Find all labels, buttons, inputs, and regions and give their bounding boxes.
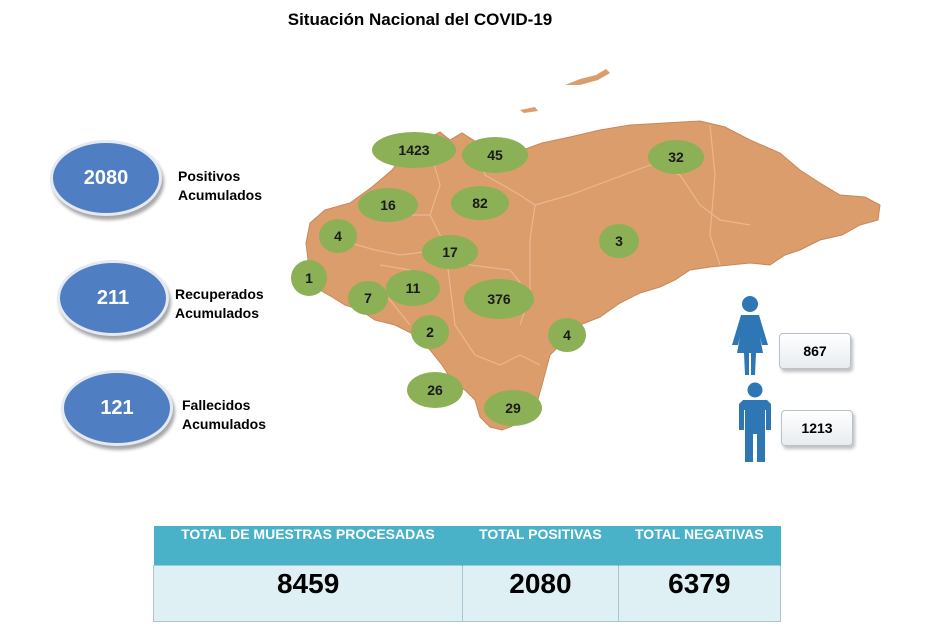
male-icon [739,382,771,462]
totals-table: TOTAL DE MUESTRAS PROCESADAS TOTAL POSIT… [152,526,782,622]
marker-4a [319,219,357,253]
positivos-value: 2080 [50,140,162,216]
marker-26 [407,372,463,408]
marker-3 [599,224,639,258]
label-4a: 4 [334,228,342,244]
label-7: 7 [364,290,372,306]
label-1: 1 [305,270,313,286]
header-negativas: TOTAL NEGATIVAS [618,526,782,566]
fallecidos-label: Fallecidos Acumulados [182,396,266,434]
male-count: 1213 [781,410,853,446]
marker-29 [484,390,542,426]
marker-32 [648,140,704,174]
label-376: 376 [487,291,511,307]
marker-7 [348,281,388,315]
recuperados-label: Recuperados Acumulados [175,285,264,323]
marker-16 [358,188,418,222]
fallecidos-value: 121 [61,370,173,446]
marker-11 [386,270,440,306]
marker-1 [291,260,327,296]
female-count: 867 [779,333,851,369]
honduras-map: 1423 45 32 16 82 4 17 3 1 11 7 376 2 4 2… [291,69,881,431]
label-11: 11 [406,280,421,296]
label-32: 32 [668,149,684,165]
label-29: 29 [505,400,521,416]
label-82: 82 [472,195,488,211]
female-icon [732,296,768,375]
department-markers [291,132,704,426]
marker-2 [411,315,449,349]
fallecidos-label-line1: Fallecidos [182,397,251,413]
marker-45 [462,137,528,173]
label-16: 16 [380,197,396,213]
header-positivas: TOTAL POSITIVAS [462,526,619,566]
positivos-label: Positivos Acumulados [178,167,262,205]
label-45: 45 [487,147,503,163]
marker-1423 [372,132,456,168]
bay-islands [565,69,610,85]
totals-header-row: TOTAL DE MUESTRAS PROCESADAS TOTAL POSIT… [153,526,782,566]
recuperados-label-line1: Recuperados [175,286,264,302]
marker-4b [548,318,586,352]
label-17: 17 [442,244,458,260]
label-4b: 4 [563,327,571,343]
value-negativas: 6379 [617,565,782,622]
recuperados-label-line2: Acumulados [175,305,260,321]
small-island [520,107,538,113]
label-1423: 1423 [398,142,429,158]
label-2: 2 [426,324,434,340]
marker-376 [464,279,534,319]
marker-82 [451,186,509,220]
recuperados-value: 211 [57,260,169,336]
positivos-label-line1: Positivos [178,168,241,184]
marker-17 [422,235,478,269]
page-title: Situación Nacional del COVID-19 [287,10,553,29]
totals-value-row: 8459 2080 6379 [152,565,782,622]
value-positivas: 2080 [462,565,619,622]
value-muestras: 8459 [152,565,464,622]
label-26: 26 [427,382,443,398]
label-3: 3 [615,233,623,249]
positivos-label-line2: Acumulados [178,187,263,203]
fallecidos-label-line2: Acumulados [182,416,267,432]
country-shape [305,120,881,431]
header-muestras: TOTAL DE MUESTRAS PROCESADAS [153,526,464,566]
